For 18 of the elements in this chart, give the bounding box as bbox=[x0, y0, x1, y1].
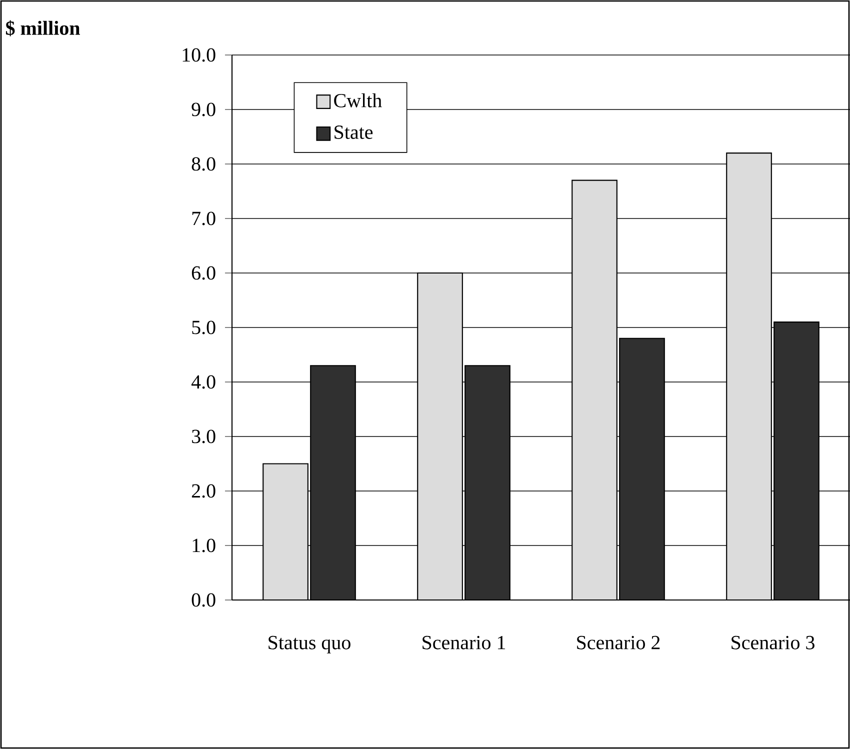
x-tick-label: Scenario 1 bbox=[422, 636, 506, 650]
y-tick-label: 6.0 bbox=[192, 266, 216, 280]
text: $ million bbox=[6, 20, 80, 36]
x-tick-label: Scenario 3 bbox=[732, 636, 814, 650]
y-tick-label: 2.0 bbox=[192, 484, 216, 498]
y-tick-label: 4.0 bbox=[191, 375, 216, 389]
y-tick-label: 10.0 bbox=[182, 48, 216, 62]
x-tick-label: Scenario 2 bbox=[577, 636, 660, 650]
y-tick-label: 5.0 bbox=[192, 320, 216, 334]
legend-label: State bbox=[334, 126, 373, 139]
y-tick-label: 9.0 bbox=[192, 102, 216, 116]
y-tick-label: 0.0 bbox=[192, 593, 216, 607]
y-tick-label: 8.0 bbox=[192, 157, 216, 171]
y-tick-label: 7.0 bbox=[192, 212, 216, 226]
legend-label: Cwlth bbox=[334, 93, 382, 108]
y-tick-label: 3.0 bbox=[192, 430, 216, 444]
x-tick-label: Status quo bbox=[268, 636, 350, 654]
y-tick-label: 1.0 bbox=[192, 538, 216, 552]
